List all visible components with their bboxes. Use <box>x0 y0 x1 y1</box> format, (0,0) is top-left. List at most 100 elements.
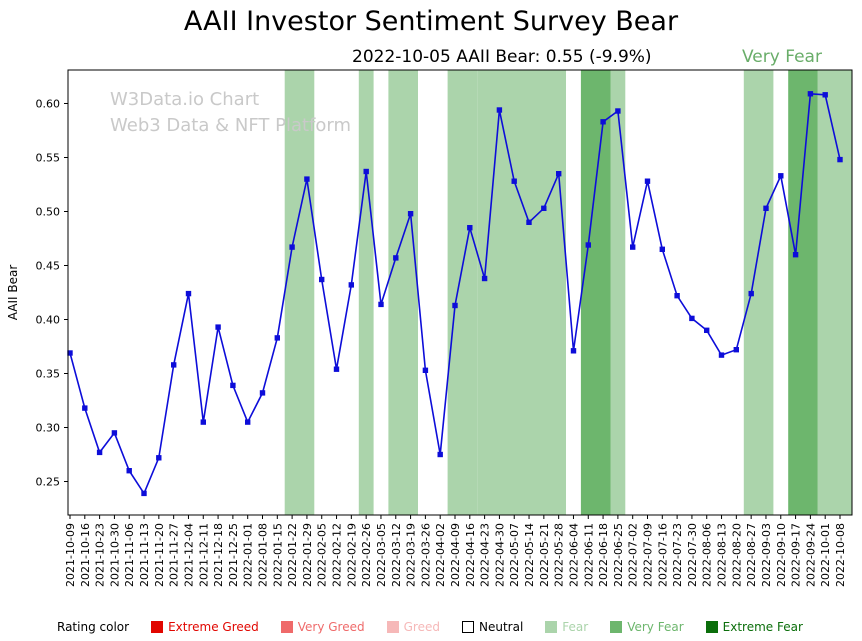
x-tick-label: 2021-11-27 <box>168 523 181 587</box>
x-tick-label: 2022-02-12 <box>331 523 344 587</box>
sentiment-band-fear <box>477 70 566 515</box>
data-point <box>585 242 591 248</box>
x-tick-label: 2022-06-11 <box>582 523 595 587</box>
sentiment-band-fear <box>284 70 315 515</box>
legend-item-fear: Fear <box>545 620 588 634</box>
x-tick-label: 2022-03-12 <box>390 523 403 587</box>
y-tick-label: 0.60 <box>36 97 61 110</box>
x-tick-label: 2022-04-02 <box>434 523 447 587</box>
data-point <box>630 244 636 250</box>
legend-item-very-fear: Very Fear <box>610 620 684 634</box>
x-tick-label: 2022-02-26 <box>360 523 373 587</box>
data-point <box>111 430 118 436</box>
legend-label: Very Fear <box>627 620 684 634</box>
legend-swatch-neutral <box>461 621 474 633</box>
legend-swatch-very-fear <box>610 621 623 633</box>
x-tick-label: 2022-06-25 <box>612 523 625 587</box>
y-axis-label: AAII Bear <box>6 265 20 321</box>
x-tick-label: 2022-09-17 <box>790 523 803 587</box>
data-point <box>437 451 443 458</box>
legend-item-extreme-greed: Extreme Greed <box>151 620 259 634</box>
data-point <box>333 366 340 372</box>
data-point <box>215 324 221 330</box>
x-tick-label: 2022-07-30 <box>686 523 699 587</box>
x-tick-label: 2021-10-09 <box>64 523 77 587</box>
data-point <box>141 490 147 497</box>
current-rating-label: Very Fear <box>742 47 822 67</box>
y-tick-label: 0.50 <box>36 205 61 218</box>
data-point <box>615 108 621 114</box>
sentiment-band-fear <box>610 70 626 515</box>
sentiment-band-fear <box>743 70 774 515</box>
sentiment-band-very-fear <box>788 70 818 515</box>
data-point <box>659 246 665 252</box>
x-tick-label: 2022-09-24 <box>804 523 817 587</box>
plot-border <box>67 69 853 516</box>
x-tick-label: 2021-12-25 <box>227 523 240 587</box>
x-tick-label: 2021-12-18 <box>212 523 225 587</box>
x-tick-label: 2022-04-16 <box>464 523 477 587</box>
data-point <box>304 176 310 182</box>
data-point <box>763 205 769 211</box>
data-point <box>570 348 577 354</box>
x-tick-label: 2022-01-08 <box>257 523 270 587</box>
data-point <box>556 171 562 177</box>
x-tick-label: 2021-12-04 <box>182 523 195 587</box>
legend-swatch-very-greed <box>280 621 293 633</box>
data-point <box>82 405 88 411</box>
x-tick-label: 2022-09-03 <box>760 523 773 587</box>
data-point <box>778 173 784 179</box>
x-tick-label: 2022-09-10 <box>775 523 788 587</box>
data-point <box>452 302 458 309</box>
data-point <box>67 350 73 356</box>
sentiment-band-very-fear <box>580 70 611 515</box>
x-tick-label: 2022-01-29 <box>301 523 314 587</box>
data-point <box>393 255 399 261</box>
sentiment-band-fear <box>358 70 374 515</box>
x-tick-label: 2022-06-04 <box>567 523 580 587</box>
data-point <box>807 91 814 97</box>
y-tick-label: 0.35 <box>36 368 61 381</box>
data-point <box>378 301 384 308</box>
y-tick-label: 0.30 <box>36 422 61 435</box>
x-tick-label: 2022-08-13 <box>716 523 729 587</box>
data-point <box>363 168 369 175</box>
data-point <box>245 419 251 425</box>
data-point <box>748 290 754 297</box>
data-point <box>259 390 266 396</box>
legend-label: Extreme Fear <box>722 620 803 634</box>
x-tick-label: 2021-10-23 <box>94 523 107 587</box>
x-tick-label: 2022-03-26 <box>419 523 432 587</box>
data-point <box>171 362 177 368</box>
data-point <box>126 468 132 474</box>
legend-label: Extreme Greed <box>168 620 259 634</box>
legend-item-very-greed: Very Greed <box>280 620 365 634</box>
data-point <box>348 282 354 288</box>
data-point <box>600 119 606 125</box>
data-point <box>733 347 739 353</box>
x-tick-label: 2022-05-21 <box>538 523 551 587</box>
data-point <box>822 92 828 98</box>
data-point <box>792 252 799 258</box>
x-tick-label: 2022-01-01 <box>242 523 255 587</box>
x-tick-label: 2022-05-07 <box>508 523 521 587</box>
y-tick-label: 0.25 <box>36 476 61 489</box>
legend-swatch-greed <box>386 621 399 633</box>
data-point <box>511 178 517 184</box>
sentiment-band-fear <box>388 70 418 515</box>
data-point <box>200 419 206 425</box>
x-tick-label: 2022-02-05 <box>316 523 329 587</box>
x-tick-label: 2022-07-23 <box>671 523 684 587</box>
data-point <box>644 178 651 184</box>
data-point <box>289 244 295 250</box>
legend-label: Neutral <box>478 620 524 634</box>
data-point <box>185 290 192 297</box>
x-tick-label: 2022-07-16 <box>656 523 669 587</box>
x-tick-label: 2022-03-05 <box>375 523 388 587</box>
chart-subtitle: 2022-10-05 AAII Bear: 0.55 (-9.9%) <box>352 47 652 67</box>
x-tick-label: 2022-04-30 <box>493 523 506 587</box>
rating-legend: Rating color Extreme Greed Very Greed Gree… <box>57 620 803 634</box>
data-point <box>319 276 325 283</box>
data-point <box>718 352 725 358</box>
